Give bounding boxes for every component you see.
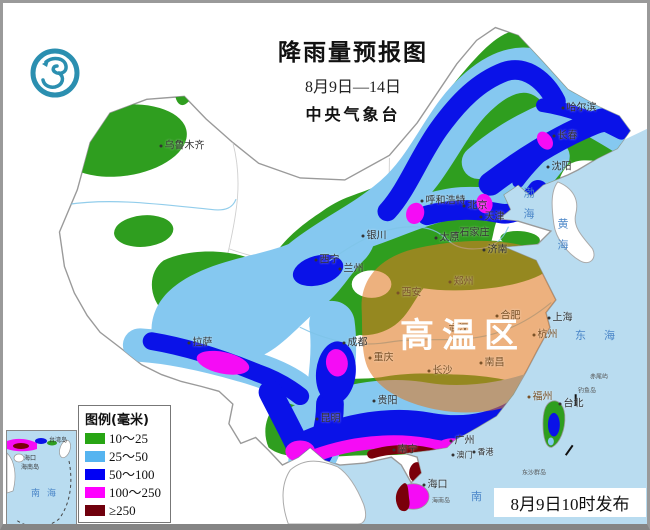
- title-block: 降雨量预报图 8月9日—14日 中央气象台: [228, 33, 478, 125]
- inset-label-haikou: 海口: [24, 455, 37, 462]
- city-label: 长春: [553, 127, 578, 142]
- city-label: 郑州: [449, 273, 474, 288]
- city-label: 南宁: [393, 441, 418, 456]
- legend-label: 50～100: [109, 467, 155, 482]
- city-label: 昆明: [316, 410, 341, 425]
- city-label: 沈阳: [547, 158, 572, 173]
- city-label: 广州: [450, 432, 475, 447]
- page-title: 降雨量预报图: [278, 40, 428, 66]
- city-label: 北京: [463, 197, 488, 212]
- island-label-hainan: 海南岛: [431, 497, 451, 505]
- city-label: 兰州: [339, 260, 364, 275]
- legend: 图例(毫米) 10～25 25～50 50～100 100～250 ≥250: [78, 405, 171, 523]
- cma-dragon-logo: [30, 48, 80, 98]
- city-label: 天津: [480, 208, 505, 223]
- island-label-chiwei: 赤尾屿: [589, 373, 609, 381]
- legend-row: 100～250: [85, 485, 165, 500]
- city-label: 呼和浩特: [421, 192, 466, 207]
- sea-label-yellow: 黄海: [556, 218, 569, 260]
- hot-zone-label: 高温区: [400, 316, 526, 356]
- city-label: 西安: [397, 284, 422, 299]
- legend-swatch-magenta: [85, 487, 105, 498]
- city-label: 贵阳: [373, 392, 398, 407]
- taiwan-island: [542, 400, 566, 448]
- city-label: 哈尔滨: [562, 99, 597, 114]
- city-label: 银川: [362, 227, 387, 242]
- city-label: 上海: [548, 309, 573, 324]
- legend-swatch-green: [85, 433, 105, 444]
- inset-label-sea: 南海: [31, 489, 64, 499]
- city-label: 西宁: [315, 251, 340, 266]
- island-label-diaoyu: 钓鱼岛: [577, 387, 597, 395]
- city-label: 石家庄: [455, 224, 490, 239]
- sea-label-east: 东海: [575, 329, 633, 342]
- city-label: 南昌: [480, 354, 505, 369]
- hainan-island: [395, 483, 430, 512]
- city-label: 福州: [528, 388, 553, 403]
- city-label: 长沙: [428, 362, 453, 377]
- city-label: 台北: [559, 395, 584, 410]
- legend-swatch-darkred: [85, 505, 105, 516]
- city-label: 乌鲁木齐: [160, 137, 205, 152]
- issue-time-box: 8月9日10时发布: [494, 488, 646, 517]
- city-label: 海口: [423, 476, 448, 491]
- city-label: 济南: [483, 241, 508, 256]
- legend-row: 25～50: [85, 449, 165, 464]
- legend-title: 图例(毫米): [85, 413, 149, 428]
- legend-swatch-blue: [85, 469, 105, 480]
- legend-row: ≥250: [85, 503, 165, 518]
- city-label: 香港: [473, 447, 494, 458]
- vietnam-landmass: [282, 460, 367, 524]
- city-label: 拉萨: [188, 334, 213, 349]
- forecast-dates: 8月9日—14日: [304, 79, 401, 96]
- south-china-sea-inset: 台湾岛 海口 海南岛 南海: [6, 430, 77, 524]
- korea-landmass: [551, 181, 595, 264]
- issue-time-text: 8月9日10时发布: [510, 495, 630, 514]
- city-label: 重庆: [369, 349, 394, 364]
- city-label: 太原: [435, 229, 460, 244]
- legend-label: 25～50: [109, 449, 149, 464]
- city-label: 合肥: [496, 307, 521, 322]
- city-label: 武汉: [444, 320, 469, 335]
- city-label: 澳门: [452, 450, 473, 461]
- legend-swatch-lightblue: [85, 451, 105, 462]
- legend-label: ≥250: [109, 503, 136, 518]
- legend-row: 10～25: [85, 431, 165, 446]
- legend-label: 100～250: [109, 485, 162, 500]
- inset-label-hainan: 海南岛: [21, 464, 40, 471]
- agency-name: 中央气象台: [305, 105, 401, 124]
- inset-map: [7, 438, 72, 524]
- island-label-dongsha: 东沙群岛: [521, 469, 547, 477]
- legend-label: 10～25: [109, 431, 149, 446]
- legend-row: 50～100: [85, 467, 165, 482]
- city-label: 杭州: [533, 326, 558, 341]
- inset-label-taiwan: 台湾岛: [49, 437, 68, 444]
- sea-label-bohai: 渤海: [522, 187, 535, 229]
- city-label: 成都: [343, 334, 368, 349]
